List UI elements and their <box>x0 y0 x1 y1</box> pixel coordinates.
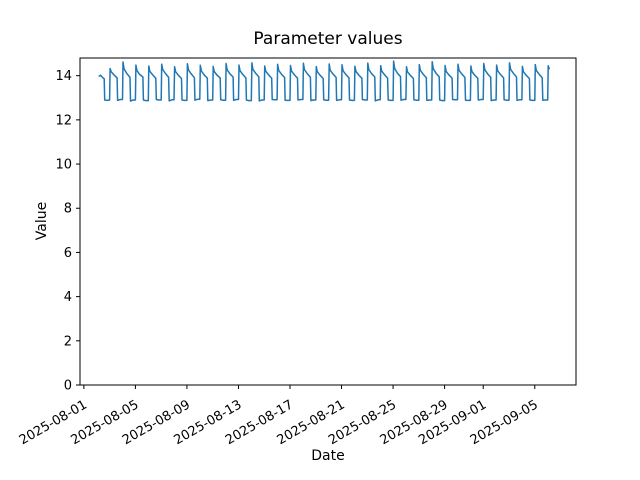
y-tick-label: 8 <box>64 202 72 217</box>
y-tick-label: 14 <box>55 69 72 84</box>
y-tick-label: 12 <box>55 113 72 128</box>
data-line <box>98 60 550 102</box>
axes-spines <box>79 57 577 386</box>
y-tick-label: 6 <box>64 246 72 261</box>
y-tick-label: 10 <box>55 158 72 173</box>
x-axis-label: Date <box>311 448 345 464</box>
y-axis-label: Value <box>34 201 50 241</box>
y-tick-label: 2 <box>64 334 72 349</box>
y-tick-label: 4 <box>64 290 72 305</box>
chart-title: Parameter values <box>253 29 403 49</box>
y-tick-label: 0 <box>64 379 72 394</box>
